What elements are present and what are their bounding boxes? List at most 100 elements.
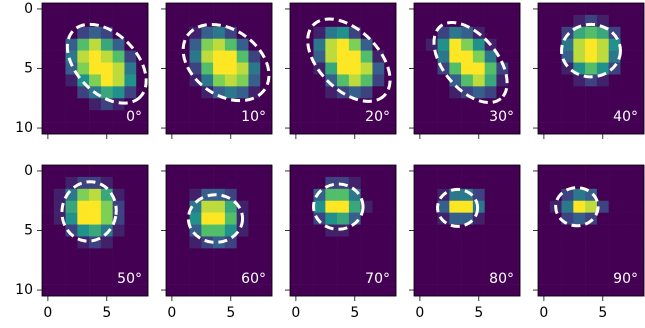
cell: [573, 3, 585, 15]
cell: [260, 201, 272, 213]
cell: [508, 63, 520, 75]
cell: [361, 63, 373, 75]
cell: [384, 236, 396, 248]
cell: [314, 260, 326, 272]
panel-annotation: 60°: [241, 271, 266, 287]
cell: [237, 74, 249, 86]
cell: [54, 201, 66, 213]
cell: [508, 15, 520, 27]
cell: [325, 248, 337, 260]
cell: [248, 51, 260, 63]
cell: [213, 248, 225, 260]
cell: [485, 225, 497, 237]
x-tick-label: 0: [291, 305, 300, 321]
cell: [136, 165, 148, 177]
cell: [54, 74, 66, 86]
panel: 80°05: [409, 165, 520, 321]
cell: [325, 284, 337, 296]
cell: [508, 225, 520, 237]
cell: [190, 248, 202, 260]
y-tick-label: 0: [24, 1, 33, 17]
cell: [597, 51, 609, 63]
cell: [290, 272, 302, 284]
cell: [620, 213, 632, 225]
cell: [190, 39, 202, 51]
cell: [314, 98, 326, 110]
cell: [77, 63, 89, 75]
cell: [314, 284, 326, 296]
cell: [538, 272, 550, 284]
cell: [136, 225, 148, 237]
cell: [496, 201, 508, 213]
cell: [166, 110, 178, 122]
cell: [573, 110, 585, 122]
cell: [302, 122, 314, 134]
cell: [632, 39, 644, 51]
cell: [101, 284, 113, 296]
cell: [349, 15, 361, 27]
cell: [248, 74, 260, 86]
cell: [372, 201, 384, 213]
cell: [178, 248, 190, 260]
panel: 40°: [533, 3, 644, 139]
cell: [550, 165, 562, 177]
cell: [585, 86, 597, 98]
cell: [54, 51, 66, 63]
cell: [632, 213, 644, 225]
cell: [124, 63, 136, 75]
cell: [438, 236, 450, 248]
cell: [136, 3, 148, 15]
cell: [597, 189, 609, 201]
cell: [166, 272, 178, 284]
x-tick-label: 0: [167, 305, 176, 321]
cell: [449, 122, 461, 134]
cell: [302, 189, 314, 201]
cell: [426, 260, 438, 272]
cell: [136, 201, 148, 213]
cell: [449, 177, 461, 189]
cell: [290, 236, 302, 248]
cell: [42, 3, 54, 15]
cell: [213, 122, 225, 134]
cell: [508, 165, 520, 177]
cell: [632, 165, 644, 177]
cell: [372, 213, 384, 225]
cell: [485, 3, 497, 15]
cell: [225, 189, 237, 201]
cell: [77, 39, 89, 51]
cell: [201, 3, 213, 15]
cell: [89, 63, 101, 75]
cell: [337, 110, 349, 122]
cell: [237, 51, 249, 63]
cell: [124, 15, 136, 27]
cell: [237, 86, 249, 98]
cell: [361, 248, 373, 260]
cell: [449, 272, 461, 284]
cell: [609, 201, 621, 213]
cell: [178, 260, 190, 272]
cell: [438, 165, 450, 177]
cell: [101, 110, 113, 122]
cell: [609, 225, 621, 237]
cell: [573, 260, 585, 272]
cell: [248, 86, 260, 98]
cell: [508, 201, 520, 213]
cell: [77, 272, 89, 284]
cell: [496, 3, 508, 15]
cell: [66, 201, 78, 213]
cell: [632, 189, 644, 201]
cell: [361, 15, 373, 27]
cell: [597, 86, 609, 98]
cell: [550, 225, 562, 237]
cell: [461, 122, 473, 134]
cell: [461, 225, 473, 237]
cell: [496, 248, 508, 260]
cell: [508, 51, 520, 63]
cell: [325, 39, 337, 51]
cell: [42, 272, 54, 284]
cell: [550, 177, 562, 189]
cell: [89, 260, 101, 272]
cell: [314, 236, 326, 248]
cell: [66, 213, 78, 225]
cell: [372, 165, 384, 177]
